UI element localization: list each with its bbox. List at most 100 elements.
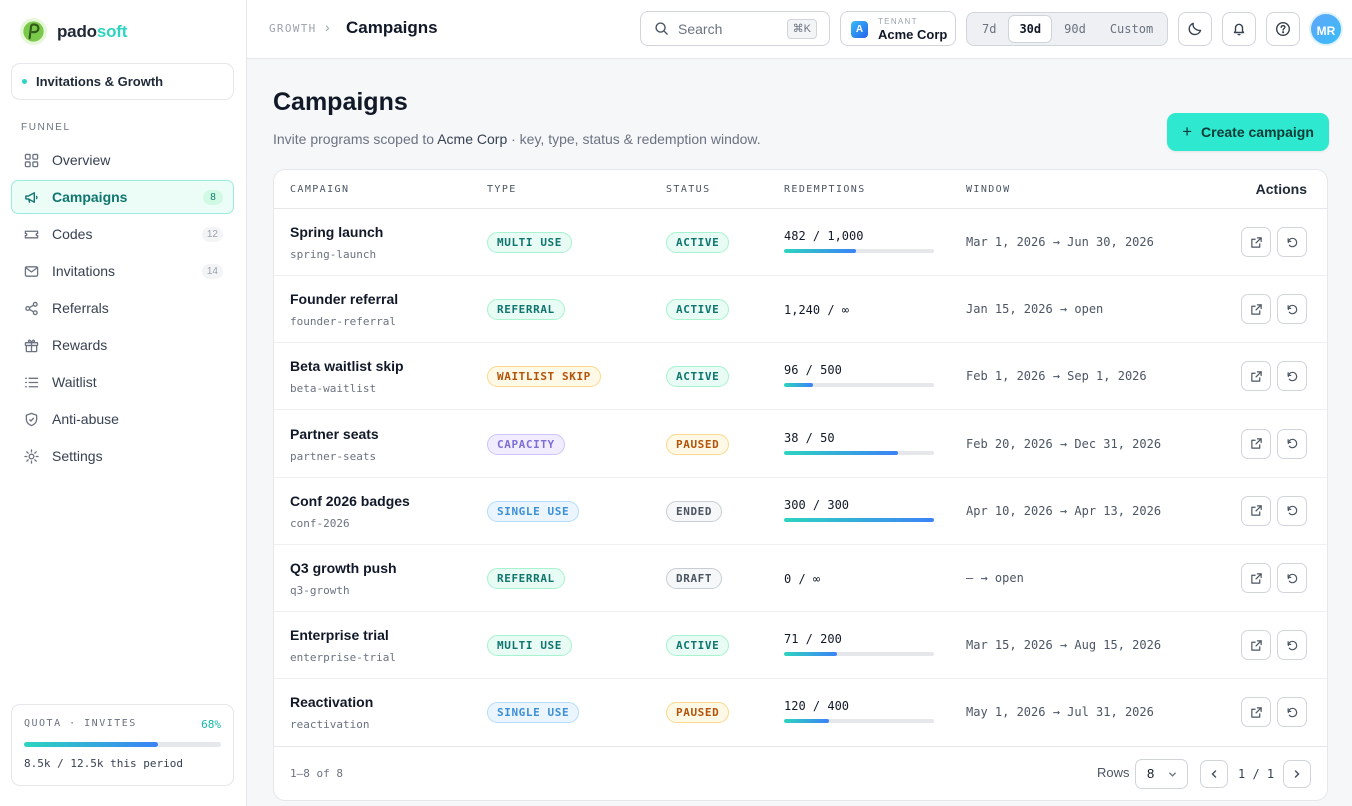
result-count: 1–8 of 8	[290, 767, 343, 780]
open-campaign-button[interactable]	[1241, 294, 1271, 325]
campaign-name[interactable]: Beta waitlist skip	[290, 358, 404, 375]
range-option-90d[interactable]: 90d	[1064, 22, 1086, 36]
redemptions: 1,240 / ∞	[784, 303, 934, 317]
brand[interactable]: padosoft	[19, 17, 127, 46]
reset-campaign-button[interactable]	[1277, 227, 1307, 257]
table-footer: 1–8 of 8 Rows 8 1 / 1	[274, 746, 1327, 800]
status-badge: PAUSED	[666, 433, 730, 455]
reset-campaign-button[interactable]	[1277, 630, 1307, 661]
table-row[interactable]: Partner seats partner-seats CAPACITY PAU…	[274, 411, 1327, 478]
table-row[interactable]: Enterprise trial enterprise-trial MULTI …	[274, 612, 1327, 680]
campaign-key: enterprise-trial	[290, 651, 396, 665]
campaign-window: Jan 15, 2026 → open	[966, 302, 1104, 317]
page-subtitle: Invite programs scoped to Acme Corp · ke…	[273, 131, 761, 147]
create-campaign-button[interactable]: + Create campaign	[1167, 113, 1329, 151]
next-page-button[interactable]	[1283, 760, 1311, 788]
redemption-progress-fill	[784, 652, 838, 657]
reset-campaign-button[interactable]	[1277, 428, 1307, 459]
column-header-campaign[interactable]: CAMPAIGN	[290, 184, 350, 195]
help-circle-icon	[1275, 21, 1291, 37]
campaign-name[interactable]: Partner seats	[290, 425, 379, 442]
reset-campaign-button[interactable]	[1277, 294, 1307, 325]
sidebar-item-waitlist[interactable]: Waitlist	[11, 365, 234, 399]
table-row[interactable]: Conf 2026 badges conf-2026 SINGLE USE EN…	[274, 478, 1327, 545]
previous-page-button[interactable]	[1200, 760, 1228, 788]
sidebar-item-campaigns[interactable]: Campaigns 8	[11, 180, 234, 214]
column-header-window[interactable]: WINDOW	[966, 184, 1011, 195]
bell-icon	[1233, 23, 1245, 36]
sidebar-item-anti-abuse[interactable]: Anti-abuse	[11, 402, 234, 436]
sidebar-item-count: 12	[201, 227, 223, 242]
type-badge: REFERRAL	[487, 568, 565, 589]
table-row[interactable]: Beta waitlist skip beta-waitlist WAITLIS…	[274, 343, 1327, 411]
tenant-switcher[interactable]: A TENANT Acme Corp	[840, 11, 956, 46]
reset-campaign-button[interactable]	[1277, 563, 1307, 593]
column-header-actions: Actions	[1255, 181, 1307, 197]
campaign-window: — → open	[966, 571, 1024, 585]
sidebar-item-label: Codes	[52, 226, 93, 242]
range-option-30d[interactable]: 30d	[1008, 15, 1053, 43]
type-badge: WAITLIST SKIP	[487, 366, 601, 388]
table-row[interactable]: Q3 growth push q3-growth REFERRAL DRAFT …	[274, 545, 1327, 612]
workspace-switcher[interactable]: Invitations & Growth	[11, 63, 234, 100]
column-header-redemptions[interactable]: REDEMPTIONS	[784, 184, 866, 195]
range-option-custom[interactable]: Custom	[1109, 22, 1154, 36]
search-shortcut: ⌘K	[786, 19, 817, 39]
help-button[interactable]	[1266, 12, 1300, 46]
sidebar-item-settings[interactable]: Settings	[11, 439, 234, 473]
external-link-icon	[1250, 371, 1262, 382]
campaign-name[interactable]: Founder referral	[290, 291, 399, 308]
reset-icon	[1287, 573, 1297, 583]
redemption-progress-bar	[784, 383, 934, 388]
redemption-progress-bar	[784, 249, 934, 253]
nav-section-label: FUNNEL	[21, 122, 71, 133]
table-row[interactable]: Founder referral founder-referral REFERR…	[274, 276, 1327, 344]
open-campaign-button[interactable]	[1241, 697, 1271, 728]
column-header-type[interactable]: TYPE	[487, 184, 517, 195]
table-row[interactable]: Reactivation reactivation SINGLE USE PAU…	[274, 679, 1327, 746]
sidebar-item-invitations[interactable]: Invitations 14	[11, 254, 234, 288]
redemption-progress-fill	[784, 249, 857, 253]
range-option-7d[interactable]: 7d	[982, 22, 997, 36]
quota-label: QUOTA · INVITES	[24, 718, 137, 729]
sidebar-item-label: Settings	[52, 448, 103, 464]
table-row[interactable]: Spring launch spring-launch MULTI USE AC…	[274, 209, 1327, 276]
open-campaign-button[interactable]	[1241, 428, 1271, 459]
gift-icon	[24, 339, 39, 352]
column-header-status[interactable]: STATUS	[666, 184, 711, 195]
open-campaign-button[interactable]	[1241, 361, 1271, 392]
redemption-value: 482 / 1,000	[784, 229, 864, 243]
redemption-progress-bar	[784, 450, 934, 455]
campaign-key: partner-seats	[290, 449, 377, 463]
breadcrumb-parent[interactable]: GROWTH	[269, 22, 317, 35]
reset-campaign-button[interactable]	[1277, 495, 1307, 526]
open-campaign-button[interactable]	[1241, 227, 1271, 257]
external-link-icon	[1250, 639, 1262, 651]
redemptions: 0 / ∞	[784, 572, 934, 586]
user-avatar[interactable]: MR	[1309, 12, 1343, 46]
search-input[interactable]: Search ⌘K	[640, 11, 830, 46]
sidebar-item-referrals[interactable]: Referrals	[11, 291, 234, 325]
sidebar-item-codes[interactable]: Codes 12	[11, 217, 234, 251]
campaign-key: founder-referral	[290, 315, 396, 329]
open-campaign-button[interactable]	[1241, 563, 1271, 593]
campaign-name[interactable]: Conf 2026 badges	[290, 492, 410, 509]
sidebar-item-rewards[interactable]: Rewards	[11, 328, 234, 362]
open-campaign-button[interactable]	[1241, 630, 1271, 661]
open-campaign-button[interactable]	[1241, 495, 1271, 526]
campaign-name[interactable]: Q3 growth push	[290, 560, 397, 576]
mail-icon	[24, 265, 39, 277]
campaign-name[interactable]: Enterprise trial	[290, 627, 389, 644]
date-range-selector: 7d 30d 90d Custom	[966, 12, 1168, 46]
sidebar-item-overview[interactable]: Overview	[11, 143, 234, 177]
redemption-value: 38 / 50	[784, 430, 835, 445]
reset-campaign-button[interactable]	[1277, 697, 1307, 728]
reset-campaign-button[interactable]	[1277, 361, 1307, 392]
tenant-name: Acme Corp	[878, 27, 948, 42]
theme-toggle-button[interactable]	[1178, 12, 1212, 46]
notifications-button[interactable]	[1222, 12, 1256, 46]
campaign-name[interactable]: Spring launch	[290, 224, 384, 240]
rows-per-page-select[interactable]: 8	[1135, 759, 1188, 789]
redemption-progress-fill	[784, 719, 829, 724]
campaign-name[interactable]: Reactivation	[290, 694, 374, 711]
